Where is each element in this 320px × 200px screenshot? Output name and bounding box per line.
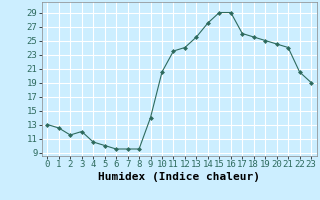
X-axis label: Humidex (Indice chaleur): Humidex (Indice chaleur) — [98, 172, 260, 182]
